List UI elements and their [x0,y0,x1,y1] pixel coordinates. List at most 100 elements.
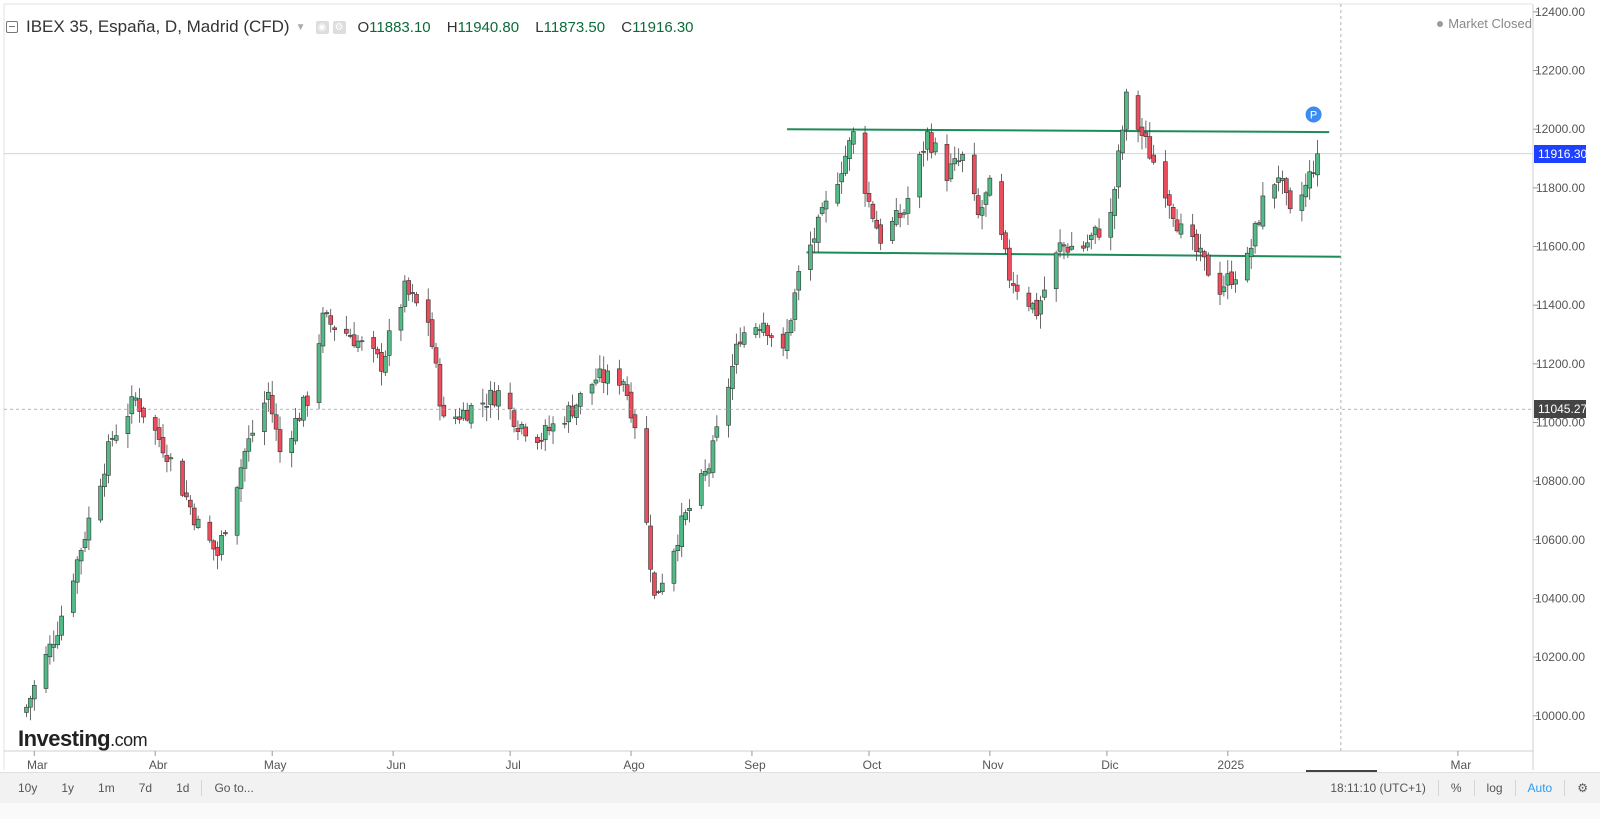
candle-body[interactable] [457,416,462,420]
candle-body[interactable] [932,142,938,153]
candle-body[interactable] [929,132,934,153]
candle-body[interactable] [944,144,950,181]
candle-body[interactable] [823,200,829,210]
candle-body[interactable] [437,363,443,407]
candle-body[interactable] [250,432,256,436]
candle-body[interactable] [698,473,704,506]
candle-body[interactable] [710,440,716,473]
candle-body[interactable] [948,163,954,180]
candle-body[interactable] [566,405,571,423]
candle-body[interactable] [297,417,302,421]
candle-body[interactable] [164,455,170,462]
candle-body[interactable] [1252,223,1258,247]
candle-body[interactable] [386,330,392,356]
candle-body[interactable] [262,402,267,432]
candle-body[interactable] [28,697,33,708]
candle-body[interactable] [207,521,213,541]
candle-body[interactable] [1143,132,1149,137]
candle-body[interactable] [246,438,252,452]
candle-body[interactable] [792,292,798,320]
candle-body[interactable] [1280,178,1285,182]
candle-body[interactable] [511,410,517,427]
chart-settings-gear-icon[interactable]: ⚙ [1577,781,1588,795]
candle-body[interactable] [757,329,763,331]
candle-body[interactable] [184,492,189,498]
candle-body[interactable] [82,539,88,548]
candle-body[interactable] [492,391,497,406]
candle-body[interactable] [59,615,64,636]
candle-body[interactable] [461,409,466,419]
candle-body[interactable] [589,384,595,394]
candle-body[interactable] [1244,252,1250,281]
candle-body[interactable] [784,332,790,351]
candle-body[interactable] [351,334,357,347]
candle-body[interactable] [1229,271,1234,285]
candle-body[interactable] [1042,289,1047,298]
price-axis[interactable]: 10000.00 10200.00 10400.00 10600.00 10800.00… [1533,5,1585,723]
candle-body[interactable] [1010,283,1016,286]
candle-body[interactable] [402,280,408,307]
range-1d-button[interactable]: 1d [176,781,190,795]
candle-body[interactable] [156,427,162,440]
candle-body[interactable] [1116,150,1121,188]
candle-body[interactable] [453,416,458,419]
candle-body[interactable] [188,499,193,508]
candle-body[interactable] [535,436,540,443]
candle-body[interactable] [921,150,926,153]
candle-body[interactable] [550,423,556,432]
range-1y-button[interactable]: 1y [61,781,75,795]
candle-body[interactable] [55,635,61,646]
candle-body[interactable] [769,335,774,338]
candle-body[interactable] [808,244,813,270]
candle-body[interactable] [975,195,981,215]
candle-body[interactable] [102,473,107,488]
candle-body[interactable] [702,470,708,476]
candle-body[interactable] [737,341,743,345]
candle-body[interactable] [714,426,720,438]
candle-body[interactable] [890,220,895,241]
candle-body[interactable] [1139,126,1145,136]
candle-body[interactable] [734,343,739,365]
candle-body[interactable] [496,390,501,407]
range-1m-button[interactable]: 1m [98,781,115,795]
candle-body[interactable] [223,532,228,535]
candle-body[interactable] [305,395,310,406]
candle-body[interactable] [1194,233,1199,252]
candle-body[interactable] [570,405,575,417]
candle-body[interactable] [1178,223,1184,235]
candle-body[interactable] [835,184,841,204]
candle-body[interactable] [86,517,92,541]
candle-body[interactable] [644,428,649,523]
candle-body[interactable] [578,393,583,407]
candle-body[interactable] [24,706,29,713]
candle-body[interactable] [1061,244,1067,247]
candle-body[interactable] [375,348,380,355]
candle-body[interactable] [675,544,681,551]
candle-body[interactable] [1225,273,1231,286]
candle-body[interactable] [468,405,474,424]
candle-body[interactable] [1287,190,1293,210]
candle-body[interactable] [1147,136,1153,159]
candle-body[interactable] [780,333,786,349]
candle-body[interactable] [1057,242,1063,252]
candle-body[interactable] [488,389,493,405]
candle-body[interactable] [656,591,661,593]
candle-body[interactable] [484,405,490,408]
candle-body[interactable] [215,547,220,556]
candle-body[interactable] [234,487,240,536]
candle-body[interactable] [1135,95,1141,130]
candle-body[interactable] [979,207,985,216]
candle-body[interactable] [1307,171,1312,189]
candle-body[interactable] [960,154,965,161]
candle-body[interactable] [293,418,298,442]
candle-body[interactable] [441,404,447,417]
candle-body[interactable] [137,398,142,412]
candle-body[interactable] [812,238,817,243]
candle-body[interactable] [815,216,821,243]
candle-body[interactable] [605,370,610,384]
candle-body[interactable] [1014,284,1020,292]
candle-body[interactable] [901,212,907,215]
candle-body[interactable] [359,340,365,343]
candle-body[interactable] [983,192,989,205]
